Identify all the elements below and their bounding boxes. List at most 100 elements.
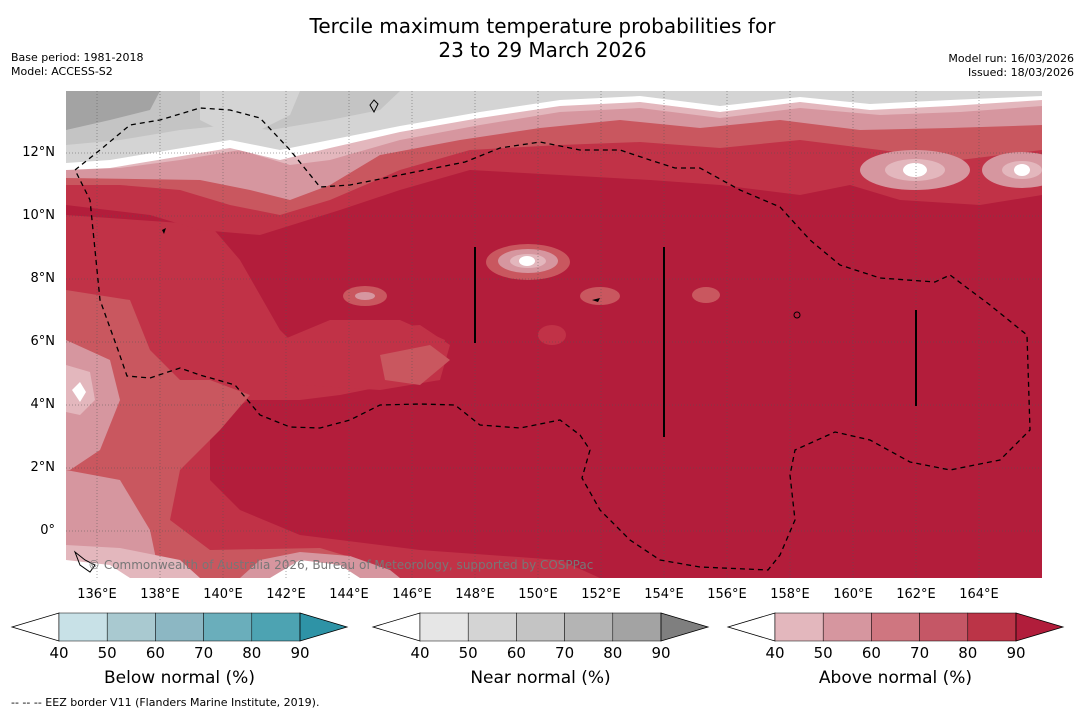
colorbar-tick-label: 90 [651, 644, 671, 662]
probability-field [66, 91, 1042, 578]
colorbar-segment [106, 612, 156, 642]
lon-label-138e: 138°E [140, 587, 180, 602]
colorbar-tick-label: 60 [506, 644, 526, 662]
colorbar-tick-label: 90 [1006, 644, 1026, 662]
colorbar-tick-label: 90 [290, 644, 310, 662]
colorbar-segment [774, 612, 824, 642]
lon-label-148e: 148°E [455, 587, 495, 602]
colorbar-tick-label: 50 [813, 644, 833, 662]
lon-label-154e: 154°E [644, 587, 684, 602]
colorbar-tick-label: 60 [145, 644, 165, 662]
lon-label-136e: 136°E [77, 587, 117, 602]
colorbar-right-arrow [299, 612, 349, 642]
lat-label-6n: 6°N [30, 334, 56, 349]
colorbar-tick-label: 80 [603, 644, 623, 662]
lon-label-150e: 150°E [518, 587, 558, 602]
blob-162e-white [903, 163, 927, 177]
colorbar-left-arrow [726, 612, 776, 642]
island-3 [592, 298, 600, 302]
eez-border [74, 107, 1031, 571]
colorbar-tick-label: 70 [194, 644, 214, 662]
colorbar-tick-label: 80 [958, 644, 978, 662]
colorbar-segment [516, 612, 565, 642]
colorbar-tick-label: 70 [555, 644, 575, 662]
colorbar-left-arrow [371, 612, 421, 642]
colorbar-right-arrow [660, 612, 710, 642]
lon-label-164e: 164°E [959, 587, 999, 602]
blob-165e-white [1014, 164, 1030, 176]
colorbar-below-normal [10, 612, 349, 642]
band-60-70 [66, 290, 380, 578]
band-70-80 [66, 215, 600, 578]
title-line-2: 23 to 29 March 2026 [438, 38, 647, 62]
colorbar-segment [467, 612, 517, 642]
colorbar-segment [919, 612, 969, 642]
south-white-patch [270, 560, 360, 578]
colorbar-tick-label: 70 [910, 644, 930, 662]
lon-label-152e: 152°E [581, 587, 621, 602]
base-period: Base period: 1981-2018 [11, 51, 144, 64]
colorbar-tick-label: 40 [49, 644, 69, 662]
central-patch-2 [380, 345, 450, 385]
colorbar-segment [871, 612, 920, 642]
colorbar-tick-label: 80 [242, 644, 262, 662]
model-name: Model: ACCESS-S2 [11, 65, 113, 78]
lon-label-144e: 144°E [329, 587, 369, 602]
colorbar-segment [58, 612, 108, 642]
run-info: Model run: 16/03/2026 Issued: 18/03/2026 [948, 52, 1074, 80]
lat-label-10n: 10°N [22, 208, 55, 223]
lat-label-0: 0° [40, 523, 55, 538]
lon-label-162e: 162°E [896, 587, 936, 602]
island-outline [369, 99, 379, 114]
issued-date: Issued: 18/03/2026 [967, 66, 1074, 79]
island-4 [162, 228, 166, 234]
colorbar-above-normal [726, 612, 1065, 642]
grey-blob-north [200, 91, 300, 140]
blob-150e-south [538, 325, 566, 345]
colorbar-title: Near normal (%) [470, 668, 611, 688]
colorbar-segment [155, 612, 204, 642]
south-white-corner [66, 560, 130, 578]
colorbar-right-arrow [1015, 612, 1065, 642]
lat-label-4n: 4°N [30, 397, 56, 412]
colorbar-tick-label: 40 [765, 644, 785, 662]
lat-label-2n: 2°N [30, 460, 56, 475]
island-outline-2 [793, 311, 801, 319]
colorbar-title: Below normal (%) [104, 668, 255, 688]
colorbar-tick-label: 50 [458, 644, 478, 662]
colorbar-near-normal [371, 612, 710, 642]
colorbar-title: Above normal (%) [818, 668, 973, 688]
lon-label-140e: 140°E [203, 587, 243, 602]
colorbar-segment [419, 612, 469, 642]
copyright-notice: © Commonwealth of Australia 2026, Bureau… [88, 558, 594, 572]
lon-label-142e: 142°E [266, 587, 306, 602]
lat-label-8n: 8°N [30, 271, 56, 286]
blob-155e [692, 287, 720, 303]
colorbar-tick-label: 40 [410, 644, 430, 662]
model-run: Model run: 16/03/2026 [948, 52, 1074, 65]
colorbar-segment [251, 612, 301, 642]
colorbar-segment [822, 612, 872, 642]
lon-label-146e: 146°E [392, 587, 432, 602]
lon-label-158e: 158°E [770, 587, 810, 602]
lon-label-156e: 156°E [707, 587, 747, 602]
map-title: Tercile maximum temperature probabilitie… [0, 14, 1085, 62]
colorbar-tick-label: 50 [97, 644, 117, 662]
colorbar-segment [967, 612, 1017, 642]
eez-footnote: -- -- -- EEZ border V11 (Flanders Marine… [11, 696, 320, 709]
colorbar-segment [203, 612, 253, 642]
blob-143e-2 [355, 292, 375, 300]
blob-152e [580, 287, 620, 305]
near-normal-80-90 [66, 91, 160, 130]
model-info: Base period: 1981-2018 Model: ACCESS-S2 [11, 51, 143, 79]
title-line-1: Tercile maximum temperature probabilitie… [309, 14, 776, 38]
colorbar-segment [564, 612, 614, 642]
island-5 [73, 550, 96, 573]
colorbar-segment [612, 612, 662, 642]
lat-label-12n: 12°N [22, 145, 55, 160]
colorbar-left-arrow [10, 612, 60, 642]
white-spot-west [72, 382, 86, 402]
blob-150e-white [519, 256, 535, 266]
colorbar-tick-label: 60 [861, 644, 881, 662]
